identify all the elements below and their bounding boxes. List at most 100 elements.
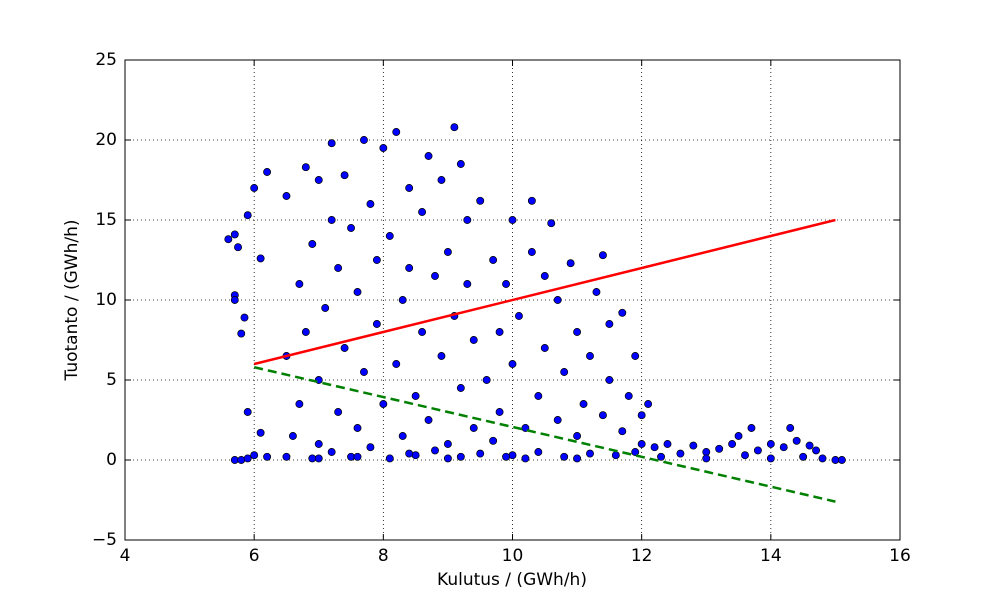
scatter-point: [786, 424, 795, 432]
scatter-point: [521, 454, 530, 463]
scatter-point: [618, 308, 627, 317]
scatter-point: [631, 448, 640, 456]
scatter-point: [799, 452, 808, 461]
y-tick-label: 25: [95, 50, 117, 70]
scatter-point: [340, 171, 349, 180]
scatter-point: [456, 384, 465, 392]
scatter-point: [405, 184, 414, 192]
x-tick-label: 16: [889, 546, 911, 566]
plot-frame: [124, 59, 901, 541]
fit-line: [253, 218, 836, 366]
scatter-point: [334, 264, 343, 272]
scatter-point: [418, 328, 427, 336]
scatter-point: [385, 232, 394, 240]
x-axis-label: Kulutus / (GWh/h): [437, 570, 587, 590]
scatter-point: [282, 452, 291, 461]
y-axis-label: Tuotanto / (GWh/h): [62, 220, 82, 382]
scatter-point: [734, 432, 743, 440]
scatter-point: [450, 123, 459, 132]
scatter-point: [592, 288, 601, 296]
scatter-point: [295, 400, 304, 408]
scatter-point: [308, 240, 317, 248]
scatter-point: [405, 264, 414, 272]
scatter-point: [301, 163, 310, 172]
scatter-point: [611, 451, 620, 460]
scatter-point: [489, 436, 498, 445]
scatter-point: [689, 441, 698, 450]
x-tick-label: 10: [502, 546, 524, 566]
scatter-point: [637, 440, 646, 448]
scatter-point: [431, 272, 439, 280]
scatter-point: [508, 360, 517, 368]
scatter-point: [256, 428, 265, 437]
scatter-point: [540, 272, 549, 280]
scatter-point: [579, 400, 588, 408]
scatter-point: [437, 352, 446, 360]
scatter-point: [753, 446, 762, 455]
scatter-point: [288, 432, 297, 440]
scatter-point: [443, 440, 452, 448]
scatter-point: [392, 128, 401, 136]
scatter-point: [256, 254, 265, 263]
y-tick-label: −5: [92, 530, 117, 550]
y-tick-label: 0: [106, 450, 117, 470]
scatter-point: [424, 416, 433, 424]
scatter-point: [431, 446, 439, 455]
scatter-point: [650, 443, 659, 452]
scatter-point: [508, 216, 517, 224]
scatter-point: [818, 454, 827, 463]
scatter-point: [573, 432, 582, 440]
scatter-point: [243, 454, 252, 463]
scatter-point: [360, 136, 368, 144]
scatter-point: [353, 288, 362, 296]
scatter-point: [502, 452, 510, 461]
scatter-point: [515, 312, 523, 320]
scatter-point: [495, 328, 504, 336]
scatter-point: [263, 452, 272, 461]
scatter-point: [715, 444, 724, 453]
x-tick-label: 12: [631, 546, 653, 566]
scatter-point: [482, 376, 491, 384]
scatter-point: [385, 454, 394, 463]
scatter-point: [392, 360, 401, 368]
scatter-point: [573, 328, 582, 336]
scatter-point: [366, 443, 375, 452]
scatter-point: [657, 452, 665, 461]
scatter-point: [334, 408, 343, 416]
y-tick-label: 20: [95, 130, 117, 150]
scatter-point: [243, 408, 252, 416]
scatter-point: [314, 440, 323, 448]
scatter-point: [230, 296, 239, 304]
scatter-point: [560, 452, 569, 461]
scatter-point: [553, 296, 562, 304]
scatter-point: [534, 448, 543, 456]
scatter-point: [353, 452, 362, 461]
scatter-point: [741, 451, 749, 460]
scatter-point: [805, 441, 814, 450]
x-tick-label: 6: [249, 546, 260, 566]
scatter-point: [398, 296, 407, 304]
scatter-point: [234, 243, 242, 252]
scatter-point: [631, 352, 640, 360]
scatter-point: [547, 219, 556, 228]
scatter-point: [240, 313, 249, 322]
scatter-point: [508, 451, 517, 460]
y-tick-label: 15: [95, 210, 117, 230]
scatter-point: [837, 456, 846, 464]
scatter-point: [495, 408, 504, 416]
scatter-point: [250, 451, 259, 460]
scatter-point: [540, 344, 549, 352]
scatter-point: [560, 368, 569, 376]
scatter-point: [637, 411, 646, 420]
scatter-point: [237, 456, 246, 464]
scatter-point: [398, 432, 407, 440]
scatter-point: [295, 280, 304, 288]
scatter-point: [502, 280, 510, 288]
scatter-point: [424, 152, 433, 160]
scatter-point: [437, 176, 446, 184]
scatter-point: [553, 416, 562, 424]
scatter-point: [379, 400, 388, 408]
scatter-point: [663, 440, 672, 448]
scatter-point: [644, 400, 653, 408]
